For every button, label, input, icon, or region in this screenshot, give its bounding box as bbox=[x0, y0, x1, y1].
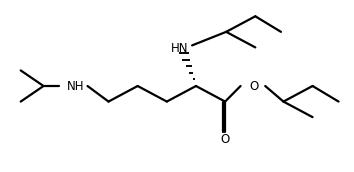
Text: NH: NH bbox=[67, 79, 84, 93]
Text: O: O bbox=[250, 79, 259, 93]
Text: O: O bbox=[221, 133, 230, 146]
Text: HN: HN bbox=[171, 42, 189, 55]
